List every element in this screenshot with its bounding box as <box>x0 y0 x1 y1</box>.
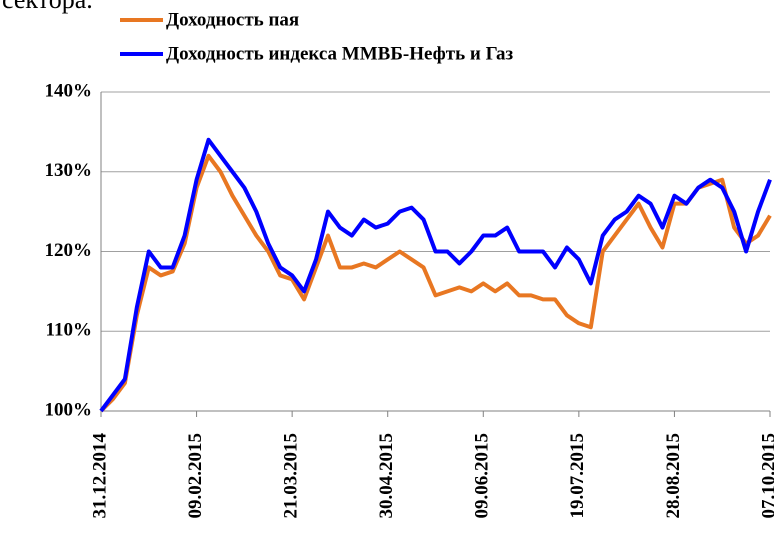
x-tick-label: 28.08.2015 <box>663 433 684 519</box>
y-tick-label: 140% <box>45 80 93 101</box>
y-tick-label: 120% <box>45 240 93 261</box>
y-tick-label: 130% <box>45 160 93 181</box>
x-tick-label: 21.03.2015 <box>281 433 302 519</box>
x-tick-label: 19.07.2015 <box>567 433 588 519</box>
x-tick-label: 07.10.2015 <box>758 433 774 519</box>
x-tick-label: 09.06.2015 <box>472 433 493 519</box>
heading: сектора. <box>2 0 93 14</box>
x-tick-label: 09.02.2015 <box>185 433 206 519</box>
y-tick-label: 110% <box>46 320 92 341</box>
legend-label: Доходность индекса ММВБ-Нефть и Газ <box>166 43 514 64</box>
y-tick-label: 100% <box>45 399 93 420</box>
legend-label: Доходность пая <box>166 9 299 30</box>
series-line <box>99 153 772 413</box>
series-line <box>99 137 772 413</box>
x-tick-label: 30.04.2015 <box>376 433 397 519</box>
x-tick-label: 31.12.2014 <box>89 433 110 519</box>
